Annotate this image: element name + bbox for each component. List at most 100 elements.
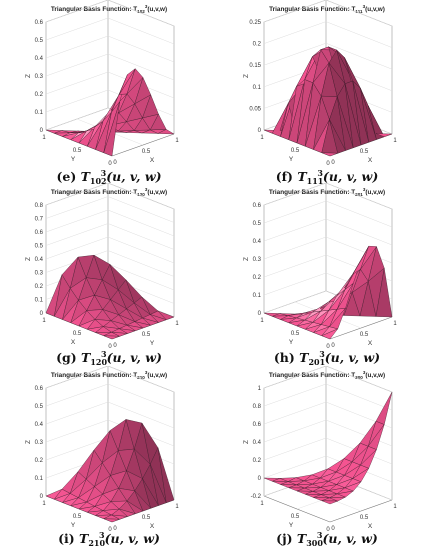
surface-facet — [368, 424, 385, 450]
surface-facet — [352, 468, 369, 482]
z-tick-label: 0.2 — [253, 458, 262, 464]
y-tick-label: 1 — [260, 318, 264, 324]
surface-facet — [119, 68, 136, 95]
z-tick-label: 0.25 — [249, 20, 261, 26]
y-axis-label: X — [71, 339, 76, 346]
y-tick-label: 0.5 — [291, 514, 300, 520]
panel-title: Triangular Basis Function: T2103(u,v,w) — [50, 370, 168, 380]
z-gridline — [263, 366, 393, 393]
x-tick-label: 0 — [331, 160, 335, 166]
z-tick-label: -0.2 — [251, 494, 262, 500]
grid — [263, 366, 393, 512]
surface-facet — [337, 490, 354, 498]
wall-edges — [45, 183, 175, 317]
z-tick-label: 0 — [40, 494, 44, 500]
x-tick-label: 1 — [175, 321, 179, 327]
surface-facet — [142, 478, 159, 509]
x-axis-label: X — [150, 523, 155, 530]
y-axis-label: Y — [71, 156, 76, 163]
surface-facet — [344, 481, 362, 492]
z-tick-label: 0 — [258, 311, 262, 317]
z-tick-label: 0.2 — [35, 458, 44, 464]
axis-labels: Y X Z — [25, 257, 155, 347]
y-tick-label: 0 — [326, 527, 330, 533]
surface-facet — [360, 88, 377, 143]
surface-facet — [119, 328, 136, 334]
z-axis-label: Z — [25, 257, 32, 261]
z-gridline — [263, 200, 393, 228]
panel-title: Triangular Basis Function: T1113(u,v,w) — [269, 4, 385, 14]
surface-facet — [111, 514, 128, 520]
surface — [45, 68, 175, 157]
surface-facet — [126, 68, 144, 95]
x-tick-label: 0.5 — [360, 515, 369, 521]
surface-facet — [134, 77, 151, 104]
z-tick-label: 0.4 — [35, 257, 44, 263]
z-tick-label: 0.4 — [253, 239, 262, 245]
z-tick-label: 0.1 — [35, 298, 44, 304]
x-tick-label: 1 — [175, 138, 179, 144]
z-tick-label: 0.4 — [35, 422, 44, 428]
surface-facet — [142, 94, 159, 119]
z-gridline — [45, 183, 175, 210]
x-axis-label: X — [150, 157, 155, 164]
y-tick-label: 1 — [260, 135, 264, 141]
z-tick-label: 0.3 — [35, 271, 44, 277]
surface-facet — [126, 324, 144, 331]
y-tick-label: 0.5 — [73, 331, 82, 337]
y-axis-label: Y — [289, 522, 294, 529]
caption: (f) T1113(u, v, w) — [275, 168, 379, 186]
z-tick-label: 0.2 — [253, 275, 262, 281]
z-tick-label: 0.2 — [35, 92, 44, 98]
z-tick-label: 0.5 — [253, 221, 262, 227]
z-gridline — [45, 71, 175, 99]
z-gridline — [263, 455, 393, 483]
surface-facet — [119, 508, 136, 517]
z-tick-label: 0.5 — [35, 404, 44, 410]
z-gridline — [45, 35, 175, 63]
surface-facet — [321, 152, 338, 157]
x-tick-label: 1 — [393, 321, 397, 327]
surface-facet — [157, 129, 175, 135]
surface-facet — [142, 317, 159, 326]
z-tick-label: 0 — [40, 311, 44, 317]
z-tick-label: 0.1 — [35, 476, 44, 482]
z-gridline — [263, 218, 393, 246]
x-tick-label: 0 — [113, 160, 117, 166]
x-tick-label: 0 — [113, 526, 117, 532]
z-gridline — [45, 236, 175, 264]
surface-facet — [150, 114, 167, 131]
z-gridline — [263, 0, 393, 27]
axis-labels: X Y Z — [25, 440, 155, 530]
surface-facet — [368, 105, 385, 140]
surface-facet — [360, 449, 377, 469]
z-gridline — [45, 401, 175, 429]
z-tick-label: 0.8 — [253, 404, 262, 410]
y-tick-label: 0.5 — [291, 331, 300, 337]
x-tick-label: 0.5 — [142, 149, 151, 155]
z-tick-label: 0.15 — [249, 63, 261, 69]
y-tick-label: 0 — [326, 161, 330, 167]
z-tick-label: 0.1 — [253, 85, 262, 91]
surface-facet — [103, 101, 120, 157]
z-tick-label: 0 — [258, 128, 262, 134]
wall-edges — [263, 0, 393, 134]
surface-facet — [375, 267, 393, 318]
surface — [45, 254, 175, 340]
surface-facet — [321, 500, 338, 505]
z-tick-label: 0.2 — [253, 42, 262, 48]
y-axis-label: Y — [289, 156, 294, 163]
x-tick-label: 0.5 — [142, 332, 151, 338]
surface-facet — [150, 464, 167, 506]
z-tick-label: 0.8 — [35, 203, 44, 209]
panel-title: Triangular Basis Function: T3003(u,v,w) — [268, 370, 386, 380]
